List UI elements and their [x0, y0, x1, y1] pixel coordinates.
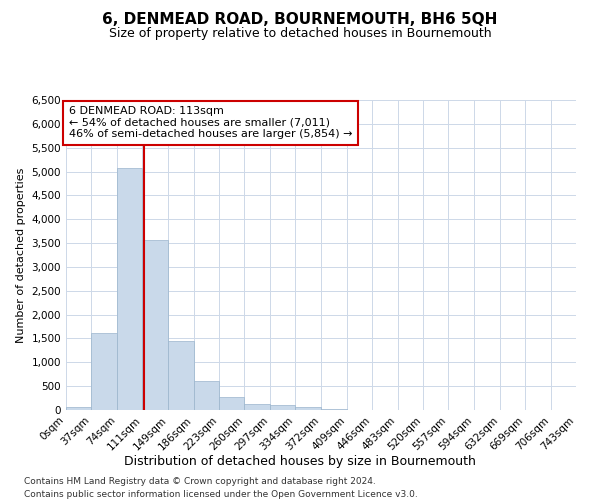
Bar: [270, 405, 295, 410]
Bar: [219, 396, 244, 410]
Text: Contains public sector information licensed under the Open Government Licence v3: Contains public sector information licen…: [24, 490, 418, 499]
Text: Contains HM Land Registry data © Crown copyright and database right 2024.: Contains HM Land Registry data © Crown c…: [24, 478, 376, 486]
Y-axis label: Number of detached properties: Number of detached properties: [16, 168, 26, 342]
Text: 6, DENMEAD ROAD, BOURNEMOUTH, BH6 5QH: 6, DENMEAD ROAD, BOURNEMOUTH, BH6 5QH: [103, 12, 497, 28]
Bar: [168, 341, 194, 410]
Text: Distribution of detached houses by size in Bournemouth: Distribution of detached houses by size …: [124, 455, 476, 468]
Bar: [142, 240, 167, 410]
Text: Size of property relative to detached houses in Bournemouth: Size of property relative to detached ho…: [109, 28, 491, 40]
Bar: [244, 404, 270, 410]
Bar: [117, 168, 142, 410]
Bar: [91, 332, 117, 410]
Bar: [194, 382, 219, 410]
Text: 6 DENMEAD ROAD: 113sqm
← 54% of detached houses are smaller (7,011)
46% of semi-: 6 DENMEAD ROAD: 113sqm ← 54% of detached…: [68, 106, 352, 140]
Bar: [295, 408, 320, 410]
Bar: [322, 408, 347, 410]
Bar: [66, 408, 91, 410]
